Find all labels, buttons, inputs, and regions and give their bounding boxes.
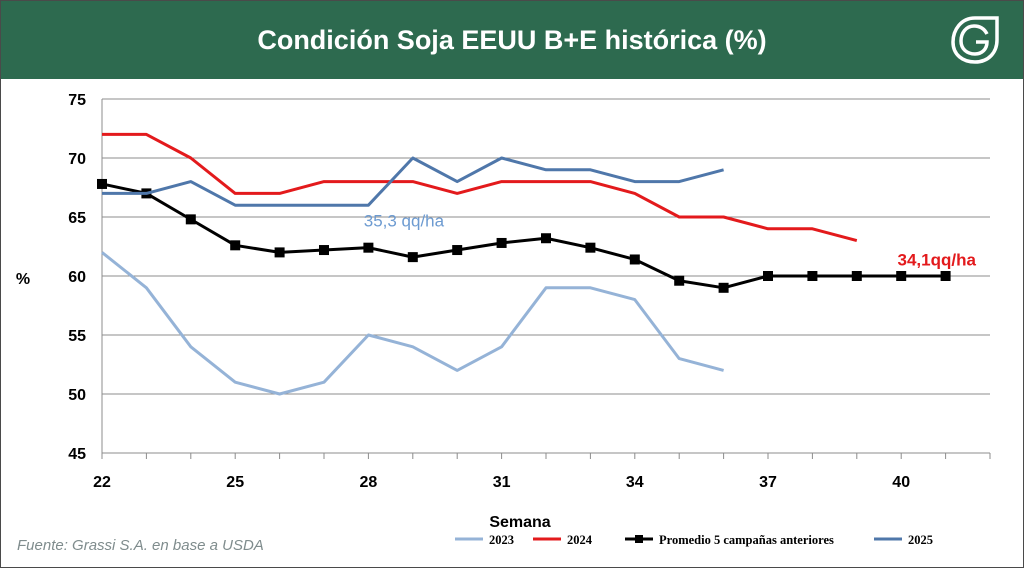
chart-title: Condición Soja EEUU B+E histórica (%) bbox=[257, 25, 767, 55]
data-point-marker bbox=[230, 240, 241, 251]
legend-label: 2023 bbox=[489, 533, 514, 547]
data-point-marker bbox=[363, 242, 374, 253]
y-tick-label: 50 bbox=[68, 387, 86, 404]
data-point-marker bbox=[452, 245, 463, 256]
data-point-marker bbox=[319, 245, 329, 256]
y-axis-title: % bbox=[16, 271, 30, 288]
legend-marker bbox=[635, 535, 643, 543]
y-tick-label: 55 bbox=[68, 328, 86, 345]
x-tick-label: 40 bbox=[892, 474, 910, 491]
data-point-marker bbox=[496, 237, 507, 248]
y-tick-label: 75 bbox=[68, 92, 86, 109]
data-point-marker bbox=[674, 275, 685, 286]
annotation-label: 34,1qq/ha bbox=[898, 250, 977, 269]
legend-label: Promedio 5 campañas anteriores bbox=[659, 533, 834, 547]
data-point-marker bbox=[541, 233, 551, 244]
data-point-marker bbox=[629, 254, 640, 265]
x-tick-label: 25 bbox=[226, 474, 244, 491]
y-tick-label: 60 bbox=[68, 269, 86, 286]
leaf-g-logo-icon bbox=[951, 16, 999, 64]
x-tick-label: 34 bbox=[626, 474, 644, 491]
y-tick-label: 45 bbox=[68, 446, 86, 463]
data-point-marker bbox=[97, 178, 107, 189]
data-point-marker bbox=[718, 282, 729, 293]
legend-label: 2025 bbox=[908, 533, 933, 547]
data-point-marker bbox=[585, 242, 596, 253]
data-point-marker bbox=[896, 271, 907, 281]
line-chart: 45 50 55 60 65 70 75 22 25 28 31 34 37 40% Semana 35,3… bbox=[16, 92, 991, 547]
x-tick-label: 28 bbox=[360, 474, 378, 491]
x-tick-label: 31 bbox=[493, 474, 511, 491]
data-point-marker bbox=[807, 271, 818, 281]
x-axis-title: Semana bbox=[489, 514, 550, 531]
data-point-marker bbox=[185, 214, 196, 225]
annotation-label: 35,3 qq/ha bbox=[364, 211, 445, 230]
x-tick-label: 37 bbox=[759, 474, 777, 491]
data-point-marker bbox=[851, 271, 862, 281]
y-tick-label: 70 bbox=[68, 151, 86, 168]
series-line-3 bbox=[102, 156, 724, 207]
source-note: Fuente: Grassi S.A. en base a USDA bbox=[17, 537, 264, 554]
data-point-marker bbox=[274, 247, 285, 258]
legend-label: 2024 bbox=[567, 533, 593, 547]
title-banner: Condición Soja EEUU B+E histórica (%) bbox=[1, 1, 1023, 79]
y-tick-label: 65 bbox=[68, 210, 86, 227]
data-point-marker bbox=[407, 252, 418, 263]
x-tick-label: 22 bbox=[93, 474, 111, 491]
series-line-2 bbox=[101, 182, 946, 290]
data-point-marker bbox=[940, 271, 951, 281]
series-line-0 bbox=[101, 251, 724, 396]
data-point-marker bbox=[763, 271, 773, 281]
series-line-1 bbox=[102, 132, 858, 243]
